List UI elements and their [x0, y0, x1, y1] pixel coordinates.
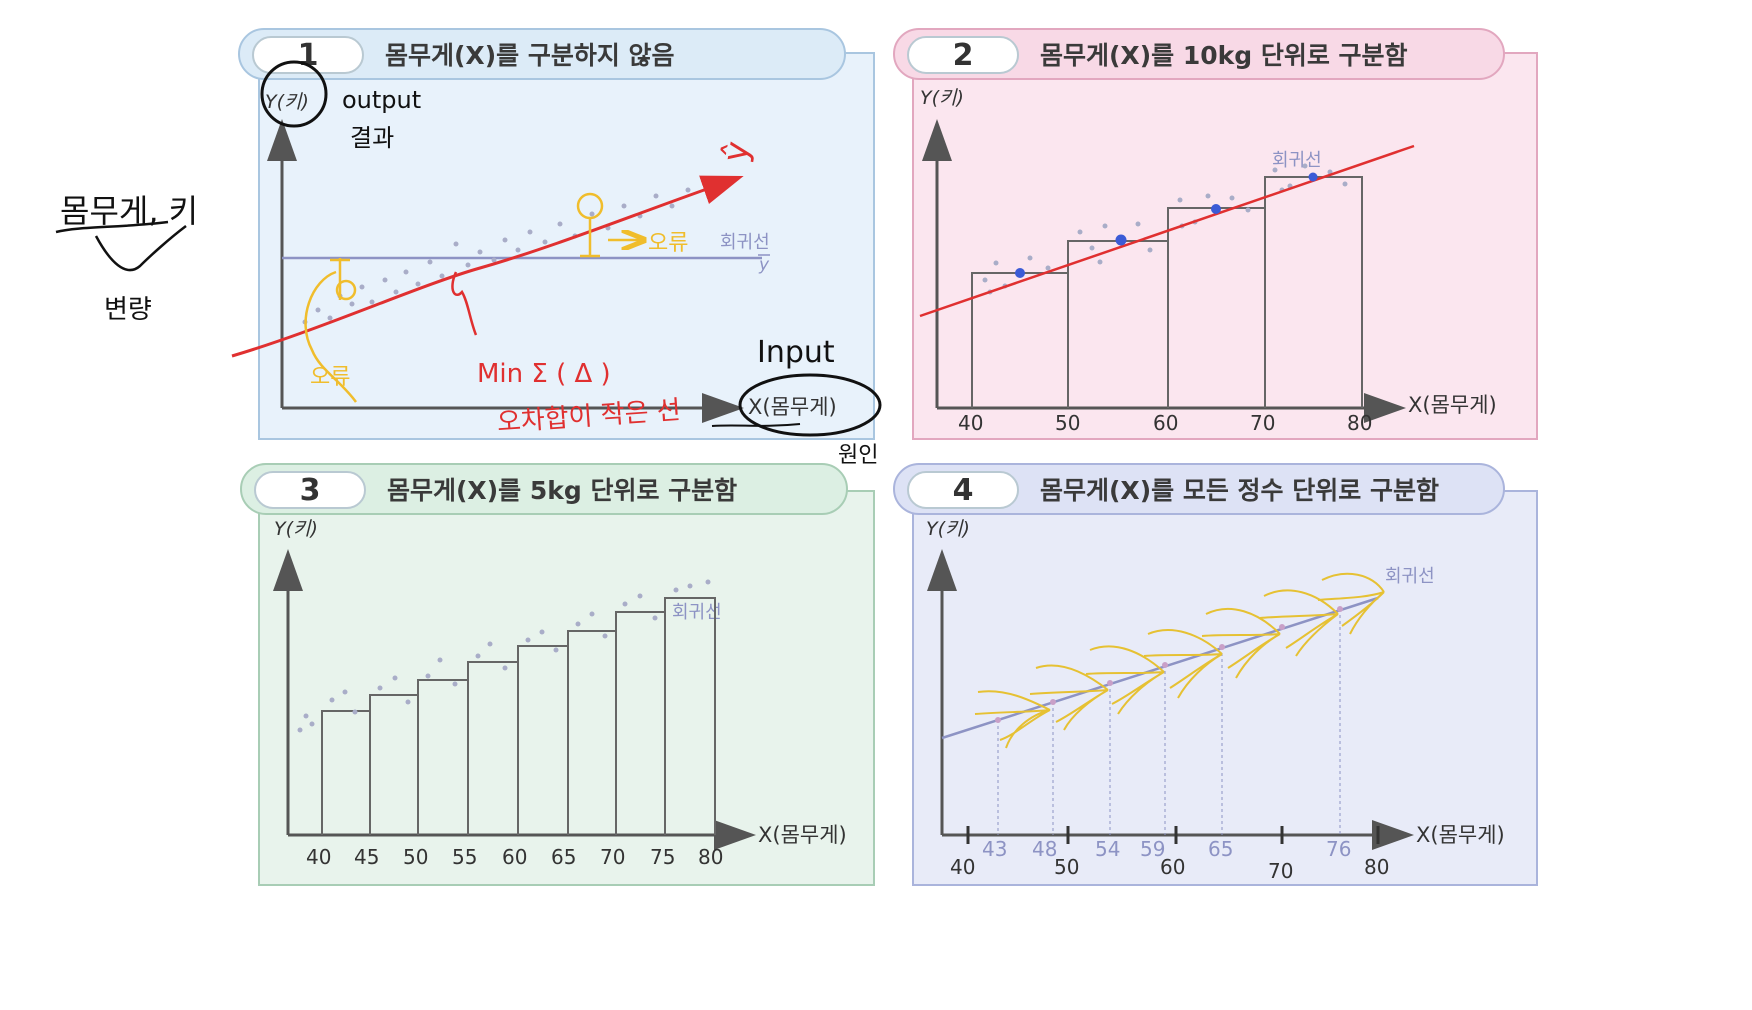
panel-3-tick-label: 75 [650, 845, 675, 869]
panel-4-tick-label: 60 [1160, 855, 1185, 879]
panel-2-number: 2 [907, 36, 1019, 74]
panel-4-marks: 43 48 54 59 65 76 [982, 837, 1351, 861]
panel-4-tick-label: 50 [1054, 855, 1079, 879]
panel-1-title: 몸무게(X)를 구분하지 않음 [385, 41, 675, 70]
panel-3 [258, 490, 875, 886]
panel-3-axes: Y(키) X(몸무게) 회귀선 [273, 518, 847, 850]
panel-4-tick-label: 40 [950, 855, 975, 879]
panel-4-mark-label: 43 [982, 837, 1007, 861]
variable-brace [55, 220, 187, 272]
input-note: Input [757, 335, 835, 370]
panel-3-title: 몸무게(X)를 5kg 단위로 구분함 [387, 476, 738, 505]
panel-4-mark-label: 65 [1208, 837, 1233, 861]
panel-3-tick-label: 65 [551, 845, 576, 869]
panel-4-x-label: X(몸무게) [1416, 823, 1505, 847]
panel-4-mark-label: 48 [1032, 837, 1057, 861]
panel-4-tick-label: 80 [1364, 855, 1389, 879]
x-axis-circle [738, 373, 882, 437]
panel-1-line-label: 회귀선 [720, 232, 770, 253]
red-fitted-line [231, 175, 744, 358]
panel-1-header: 1 몸무게(X)를 구분하지 않음 [238, 28, 846, 80]
panel-2-bin-means [1015, 172, 1318, 278]
panel-1-scatter [302, 187, 691, 325]
variable-sub-note: 변량 [104, 295, 152, 325]
panel-2-tick-label: 40 [958, 411, 983, 435]
panel-3-tick-label: 80 [698, 845, 723, 869]
panel-2-y-label: Y(키) [920, 87, 964, 109]
panel-4-mark-label: 54 [1095, 837, 1120, 861]
panel-2-axes: Y(키) X(몸무게) 회귀선 [920, 87, 1497, 423]
panel-4-tick-label: 70 [1268, 859, 1293, 883]
panel-4-y-label: Y(키) [926, 518, 970, 540]
input-sub-note: 원인 [838, 443, 878, 468]
panel-1-axes: Y(키) X(몸무게) 회귀선 y [265, 91, 837, 423]
panel-2-x-label: X(몸무게) [1408, 393, 1497, 417]
panel-3-x-label: X(몸무게) [758, 823, 847, 847]
panel-3-header: 3 몸무게(X)를 5kg 단위로 구분함 [240, 463, 848, 515]
panel-2-title: 몸무게(X)를 10kg 단위로 구분함 [1040, 41, 1408, 70]
panel-2-red-line [919, 144, 1415, 318]
min-formula: Min Σ ( Δ ) [477, 359, 611, 389]
panel-3-tick-label: 60 [502, 845, 527, 869]
panel-3-number: 3 [254, 471, 366, 509]
panel-3-scatter [297, 579, 711, 733]
panel-3-y-label: Y(키) [274, 518, 318, 540]
error-note-left: 오류 [310, 365, 350, 390]
panel-3-tick-label: 45 [354, 845, 379, 869]
panel-4-mark-label: 76 [1326, 837, 1351, 861]
panel-2-bins [971, 176, 1363, 408]
panel-1-ybar-label: y [758, 255, 770, 275]
error-note-right: 오류 [648, 231, 688, 256]
panel-4-points [995, 606, 1343, 723]
panel-3-tick-label: 55 [452, 845, 477, 869]
panel-4-number: 4 [907, 471, 1019, 509]
panel-2-tick-label: 60 [1153, 411, 1178, 435]
panel-4-line-label: 회귀선 [1385, 566, 1435, 587]
panel-2-tick-label: 50 [1055, 411, 1080, 435]
panel-4-axes: Y(키) X(몸무게) 회귀선 [926, 518, 1505, 850]
panel-2-ticks: 40 50 60 70 80 [958, 411, 1372, 435]
panel-2-line-label: 회귀선 [1272, 150, 1322, 171]
panel-1-x-label: X(몸무게) [748, 395, 837, 419]
panel-3-bins [321, 597, 716, 835]
panel-4-ticks: 40 50 60 70 80 [950, 855, 1389, 883]
yellow-error-marks [304, 192, 644, 403]
panel-1-y-label: Y(키) [265, 91, 309, 113]
output-note: output [342, 86, 421, 114]
panel-3-line-label: 회귀선 [672, 602, 722, 623]
panel-4-title: 몸무게(X)를 모든 정수 단위로 구분함 [1040, 476, 1439, 505]
output-sub-note: 결과 [350, 124, 394, 152]
panel-4-mark-label: 59 [1140, 837, 1165, 861]
panel-4-header: 4 몸무게(X)를 모든 정수 단위로 구분함 [893, 463, 1505, 515]
panel-4-major-ticks [966, 826, 1380, 844]
panel-3-ticks: 40 45 50 55 60 65 70 75 80 [306, 845, 723, 869]
panel-3-tick-label: 50 [403, 845, 428, 869]
panel-1-number: 1 [252, 36, 364, 74]
panel-2-header: 2 몸무게(X)를 10kg 단위로 구분함 [893, 28, 1505, 80]
min-formula-sub: 오차합이 작은 선 [496, 395, 682, 438]
x-axis-underline [711, 423, 801, 427]
panel-3-tick-label: 70 [600, 845, 625, 869]
panel-2-tick-label: 80 [1347, 411, 1372, 435]
panel-3-tick-label: 40 [306, 845, 331, 869]
panel-1 [258, 52, 875, 440]
red-curl [451, 271, 478, 336]
yhat-label: ŷ [715, 138, 758, 165]
panel-4-guides [997, 609, 1341, 835]
variable-note: 몸무게, 키 [60, 192, 198, 230]
panel-4-distribution-sketches [974, 572, 1385, 749]
panel-2-tick-label: 70 [1250, 411, 1275, 435]
panel-2 [912, 52, 1538, 440]
y-axis-circle [260, 60, 328, 128]
